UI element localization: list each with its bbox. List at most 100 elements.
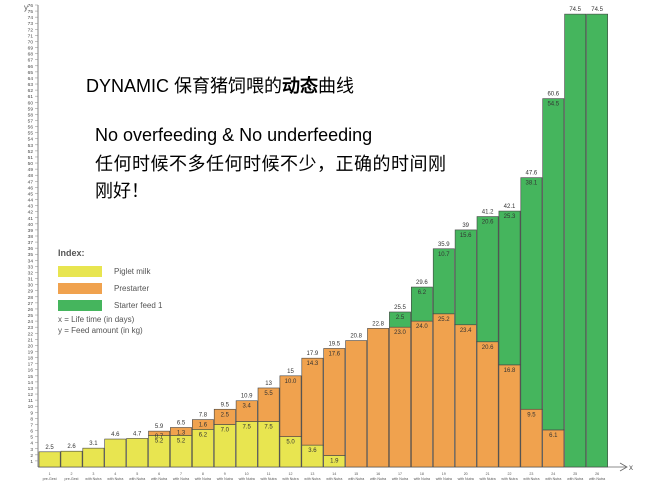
segment-value-label: 5.2 (177, 438, 186, 444)
legend-swatch (58, 265, 102, 277)
bar-total-label: 9.5 (221, 402, 230, 408)
y-tick-label: 31 (28, 277, 34, 283)
legend-item-starter-feed: Starter feed 1 (58, 298, 208, 312)
x-tick-label: 7 (180, 472, 182, 476)
x-tick-label: 9 (224, 472, 226, 476)
y-tick-label: 39 (28, 228, 34, 234)
segment-value-label: 6.2 (418, 290, 427, 296)
x-tick-label: 13 (310, 472, 314, 476)
y-tick-label: 35 (28, 252, 34, 258)
segment-value-label: 23.4 (460, 328, 472, 334)
y-tick-label: 20 (28, 343, 34, 349)
bar-segment (148, 430, 171, 436)
segment-value-label: 2.5 (221, 412, 230, 418)
x-tick-label: 20 (464, 472, 468, 476)
legend-note-y: y = Feed amount (in kg) (58, 326, 143, 335)
x-tick-label: 5 (136, 472, 138, 476)
y-tick-label: 47 (28, 179, 34, 185)
y-tick-label: 53 (28, 143, 34, 149)
bar-total-label: 2.5 (45, 445, 54, 451)
x-tick-label: 21 (486, 472, 490, 476)
segment-value-label: 0.7 (155, 434, 164, 440)
segment-value-label: 25.3 (504, 214, 516, 220)
segment-value-label: 5.5 (264, 391, 273, 397)
x-tick-label: with Nutra (414, 477, 430, 481)
y-tick-label: 4 (30, 441, 33, 447)
y-tick-label: 60 (28, 100, 34, 106)
y-tick-label: 63 (28, 82, 34, 88)
x-tick-label: 25 (573, 472, 577, 476)
x-tick-label: 12 (289, 472, 293, 476)
y-tick-label: 13 (28, 386, 34, 392)
segment-value-label: 38.1 (526, 181, 538, 187)
y-tick-label: 52 (28, 149, 34, 155)
x-tick-label: with Nutra (370, 477, 386, 481)
bar-total-label: 35.9 (438, 242, 450, 248)
bar-segment (235, 400, 258, 422)
x-axis-label: x (629, 463, 633, 472)
segment-value-label: 15.6 (460, 233, 472, 239)
bar-segment (410, 286, 433, 322)
bar-segment (367, 328, 390, 468)
y-tick-label: 64 (28, 76, 34, 82)
bar-total-label: 41.2 (482, 210, 494, 216)
bar-segment (104, 438, 127, 468)
y-tick-label: 55 (28, 131, 34, 137)
y-tick-label: 74 (28, 15, 34, 21)
subtitle-line-1: No overfeeding & No underfeeding (95, 125, 373, 145)
y-tick-label: 69 (28, 46, 34, 52)
legend-label: Piglet milk (114, 266, 151, 276)
bar-segment (192, 419, 214, 430)
bar-segment (498, 364, 521, 468)
segment-value-label: 1.6 (199, 423, 208, 429)
y-tick-label: 59 (28, 106, 34, 112)
segment-value-label: 1.3 (177, 430, 186, 436)
y-tick-label: 21 (28, 337, 34, 343)
bars-group (38, 13, 609, 468)
y-tick-label: 14 (28, 380, 34, 386)
y-tick-label: 36 (28, 246, 34, 252)
bar-segment (323, 348, 346, 456)
bar-total-label: 6.5 (177, 420, 186, 426)
bar-segment (410, 320, 433, 468)
y-tick-label: 71 (28, 33, 34, 39)
y-tick-label: 19 (28, 350, 34, 356)
x-tick-label: with Nutra (107, 477, 123, 481)
segment-value-label: 5.2 (155, 438, 164, 444)
x-tick-label: 8 (202, 472, 204, 476)
x-tick-label: 2 (71, 472, 73, 476)
y-tick-label: 68 (28, 52, 34, 58)
x-tick-label: with Nutra (458, 477, 474, 481)
y-tick-label: 50 (28, 161, 34, 167)
x-tick-label: 22 (508, 472, 512, 476)
x-tick-label: 17 (398, 472, 402, 476)
x-tick-label: with Nutra (129, 477, 145, 481)
segment-value-label: 5.0 (286, 440, 295, 446)
subtitle-line-2: 任何时候不多任何时候不少，正确的时间刚 (95, 154, 447, 174)
x-axis-arrow-icon (619, 462, 628, 472)
heading-bold: 动态 (282, 76, 319, 96)
segment-value-label: 3.6 (308, 448, 317, 454)
bar-total-label: 42.1 (504, 204, 516, 210)
y-tick-label: 70 (28, 39, 34, 45)
y-tick-label: 51 (28, 155, 34, 161)
bar-segment (520, 177, 543, 410)
y-tick-label: 49 (28, 167, 34, 173)
x-tick-label: pre-Gest (43, 477, 57, 481)
x-tick-label: 10 (245, 472, 249, 476)
x-tick-label: with Nutra (326, 477, 342, 481)
legend-swatch (58, 282, 102, 294)
y-tick-label: 7 (30, 422, 33, 428)
segment-value-label: 9.5 (527, 412, 536, 418)
bar-segment (542, 98, 565, 431)
y-tick-label: 37 (28, 240, 34, 246)
y-tick-label: 12 (28, 392, 34, 398)
x-tick-label: with Nutra (173, 477, 189, 481)
x-tick-label: with Nutra (436, 477, 452, 481)
bar-segment (432, 248, 455, 315)
legend-item-prestarter: Prestarter (58, 281, 208, 295)
bar-total-label: 4.6 (111, 432, 120, 438)
y-tick-label: 38 (28, 234, 34, 240)
bar-total-label: 74.5 (591, 7, 603, 13)
